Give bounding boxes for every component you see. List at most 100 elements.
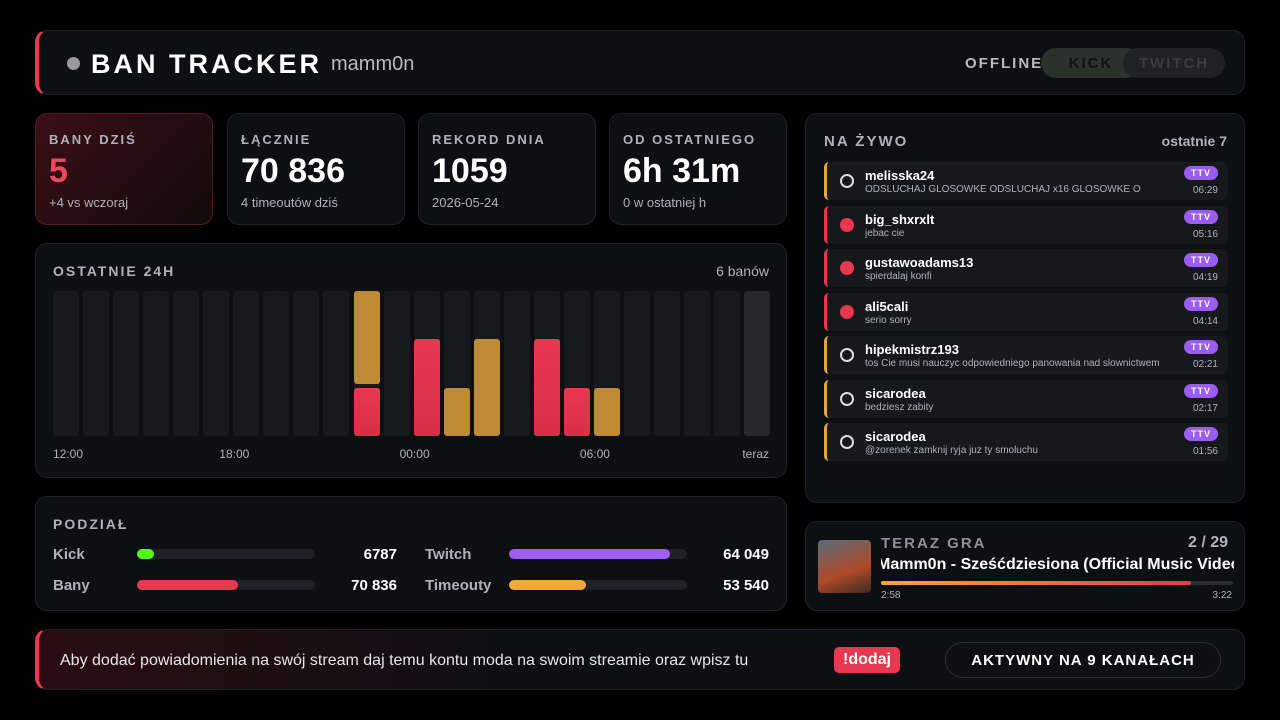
hourly-title: OSTATNIE 24H bbox=[53, 263, 176, 279]
stat-label: OD OSTATNIEGO bbox=[623, 132, 757, 147]
np-track-bg bbox=[881, 581, 1233, 585]
feed-user: gustawoadams13 bbox=[865, 255, 974, 270]
header: BAN TRACKER mamm0n OFFLINE KICK TWITCH bbox=[35, 30, 1245, 95]
stat-value: 1059 bbox=[432, 152, 508, 190]
ban-icon bbox=[840, 261, 854, 275]
split-panel: PODZIAŁ Kick 6787 Twitch 64 049 Bany 70 836 Ti… bbox=[35, 496, 787, 611]
feed-message: tos Cie musi nauczyc odpowiedniego panow… bbox=[865, 358, 1160, 369]
split-value: 64 049 bbox=[723, 546, 769, 563]
np-elapsed: 2:58 bbox=[881, 590, 901, 601]
status: OFFLINE bbox=[965, 55, 1044, 72]
np-duration: 3:22 bbox=[1212, 590, 1232, 601]
hour-slot bbox=[714, 291, 741, 436]
split-track bbox=[509, 549, 687, 559]
stat-card: ŁĄCZNIE 70 836 4 timeoutów dziś bbox=[227, 113, 405, 225]
hour-slot bbox=[113, 291, 140, 436]
ban-bar bbox=[533, 339, 560, 436]
feed-item: gustawoadams13 spierdalaj konfi TTV 04:19 bbox=[824, 249, 1228, 287]
feed-message: @zorenek zamknij ryja juz ty smoluchu bbox=[865, 445, 1038, 456]
split-value: 53 540 bbox=[723, 577, 769, 594]
footer: Aby dodać powiadomienia na swój stream d… bbox=[35, 629, 1245, 690]
hour-slot bbox=[263, 291, 290, 436]
x-label: 00:00 bbox=[399, 447, 430, 461]
np-track: Mamm0n - Sześćdziesiona (Official Music … bbox=[881, 556, 1234, 573]
feed-time: 04:14 bbox=[1192, 315, 1218, 327]
feed-time: 06:29 bbox=[1192, 185, 1218, 196]
feed-user: ali5cali bbox=[865, 298, 909, 314]
hourly-summary: 6 banów bbox=[716, 263, 769, 279]
title: BAN TRACKER bbox=[91, 49, 322, 79]
split-bar bbox=[509, 549, 670, 559]
feed-user: big_shxrxlt bbox=[865, 211, 935, 227]
stat-label: BANY DZIŚ bbox=[49, 132, 137, 147]
x-label: 12:00 bbox=[53, 447, 84, 461]
stat-card: REKORD DNIA 1059 2026-05-24 bbox=[418, 113, 596, 225]
feed-message: jebac cie bbox=[865, 227, 905, 239]
split-bar bbox=[137, 549, 155, 559]
command: !dodaj bbox=[834, 647, 900, 673]
feed-time: 05:16 bbox=[1192, 228, 1218, 240]
feed-message: spierdalaj konfi bbox=[865, 271, 932, 282]
feed-message: serio sorry bbox=[865, 314, 912, 326]
timeout-icon bbox=[840, 435, 854, 449]
hour-slot bbox=[83, 291, 110, 436]
live-panel: NA ŻYWO ostatnie 7 melisska24 ODSLUCHAJ G… bbox=[805, 113, 1245, 503]
cover bbox=[818, 540, 871, 593]
split-name: Bany bbox=[53, 577, 90, 594]
stat-sub: +4 vs wczoraj bbox=[49, 195, 129, 210]
timeout-icon bbox=[840, 174, 854, 188]
x-label: 18:00 bbox=[219, 447, 250, 461]
feed-item: big_shxrxlt jebac cie TTV 05:16 bbox=[824, 205, 1228, 244]
platform-badge: TTV bbox=[1184, 253, 1218, 267]
active-badge: AKTYWNY NA 9 KANAŁACH bbox=[945, 642, 1221, 678]
feed-item: melisska24 ODSLUCHAJ GLOSOWKE ODSLUCHAJ x… bbox=[824, 162, 1228, 200]
platform-badge: TTV bbox=[1184, 296, 1218, 311]
stat-sub: 2026-05-24 bbox=[432, 195, 499, 210]
split-bar bbox=[137, 580, 239, 590]
split-name: Kick bbox=[53, 546, 85, 563]
hour-slot bbox=[233, 291, 260, 436]
hour-slot bbox=[323, 291, 350, 436]
twitch-button[interactable]: TWITCH bbox=[1123, 48, 1225, 78]
split-name: Twitch bbox=[425, 546, 472, 563]
timeout-bar bbox=[443, 387, 470, 436]
hourly-panel: OSTATNIE 24H 6 banów 12:00 18:00 00:00 06:0… bbox=[35, 243, 787, 478]
split-title: PODZIAŁ bbox=[53, 516, 129, 532]
split-track bbox=[137, 580, 315, 590]
feed-time: 01:56 bbox=[1192, 446, 1218, 457]
feed-user: sicarodea bbox=[865, 385, 926, 401]
np-progress bbox=[881, 581, 1192, 585]
footer-text: Aby dodać powiadomienia na swój stream d… bbox=[60, 652, 749, 669]
stat-value: 5 bbox=[49, 152, 68, 190]
feed-message: ODSLUCHAJ GLOSOWKE ODSLUCHAJ x16 GLOSOWK… bbox=[865, 184, 1141, 195]
feed-message: bedziesz zabity bbox=[865, 401, 934, 413]
stat-card: BANY DZIŚ 5 +4 vs wczoraj bbox=[35, 113, 213, 225]
np-position: 2 / 29 bbox=[1187, 534, 1228, 551]
hour-slot bbox=[684, 291, 711, 436]
np-title: TERAZ GRA bbox=[881, 535, 987, 552]
split-track bbox=[509, 580, 687, 590]
hour-slot bbox=[173, 291, 200, 436]
split-bar bbox=[509, 580, 586, 590]
platform-badge: TTV bbox=[1184, 209, 1218, 224]
split-track bbox=[137, 549, 315, 559]
split-value: 70 836 bbox=[351, 577, 397, 594]
feed-time: 02:17 bbox=[1192, 402, 1218, 414]
timeout-icon bbox=[840, 348, 854, 362]
hour-slot bbox=[53, 291, 79, 436]
ban-bar bbox=[563, 387, 590, 436]
feed-user: sicarodea bbox=[865, 429, 926, 444]
platform-badge: TTV bbox=[1184, 166, 1218, 180]
ban-icon bbox=[840, 217, 854, 232]
feed-time: 04:19 bbox=[1192, 272, 1218, 283]
feed-user: melisska24 bbox=[865, 168, 935, 183]
hour-slot bbox=[203, 291, 230, 436]
status-dot bbox=[67, 57, 80, 70]
platform-badge: TTV bbox=[1184, 383, 1218, 398]
hour-slot bbox=[293, 291, 320, 436]
timeout-bar bbox=[473, 339, 500, 436]
live-title: NA ŻYWO bbox=[824, 133, 909, 150]
feed-item: ali5cali serio sorry TTV 04:14 bbox=[824, 292, 1228, 331]
